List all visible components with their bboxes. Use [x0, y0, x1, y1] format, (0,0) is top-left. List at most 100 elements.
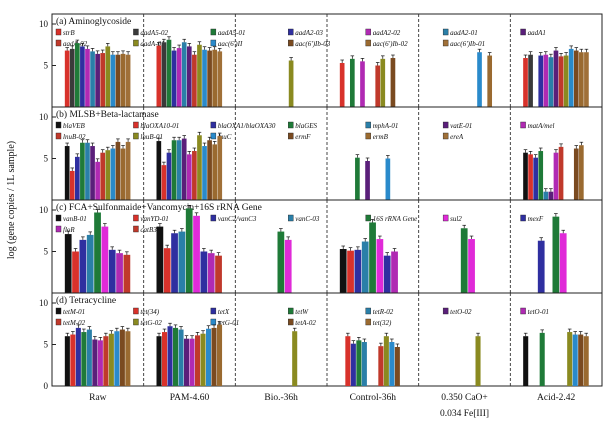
- bar: [202, 146, 207, 200]
- legend-entry: lnuC: [218, 133, 232, 141]
- legend-entry: 16S rRNA Gene: [373, 215, 418, 223]
- bar: [200, 251, 208, 293]
- legend-swatch: [365, 307, 371, 315]
- bar: [583, 336, 589, 386]
- bar: [354, 249, 362, 293]
- panel-title: (c) FCA+Sulfonmaide+Vancomycin+16S rRNA …: [56, 202, 262, 213]
- y-tick-label: 10: [39, 298, 49, 308]
- bar: [349, 58, 355, 107]
- legend-entry: tetA-02: [295, 319, 316, 327]
- legend-swatch: [288, 39, 294, 47]
- y-tick-label: 10: [39, 112, 49, 122]
- legend-entry: ereA: [450, 133, 464, 141]
- bar: [207, 253, 215, 293]
- bar: [181, 138, 187, 200]
- bar: [110, 54, 116, 107]
- bar: [537, 240, 545, 293]
- bar: [166, 39, 172, 107]
- bar: [207, 50, 212, 107]
- legend-entry: aadA2-01: [450, 29, 478, 37]
- legend-entry: vatE-01: [450, 122, 472, 130]
- bar: [277, 231, 285, 293]
- legend-entry: aadA5-02: [140, 29, 168, 37]
- bar: [345, 336, 351, 386]
- legend-entry: tetX: [218, 308, 230, 316]
- bar: [178, 329, 184, 386]
- x-tick-label: Control-36h: [350, 393, 397, 403]
- bar: [523, 58, 528, 107]
- legend-entry: mexF: [528, 215, 544, 223]
- bar: [528, 154, 533, 200]
- y-tick-label: 10: [39, 205, 49, 215]
- legend-swatch: [133, 28, 139, 36]
- bar: [192, 54, 197, 107]
- bar: [378, 346, 384, 386]
- bar: [543, 54, 549, 107]
- bar: [184, 338, 190, 386]
- bar: [86, 234, 94, 293]
- bar: [178, 231, 186, 293]
- legend-swatch: [365, 132, 371, 140]
- bar: [64, 50, 70, 107]
- legend-entry: lnuB-01: [140, 133, 163, 141]
- legend-entry: tetM-02: [63, 319, 86, 327]
- bar: [523, 152, 528, 200]
- legend-swatch: [210, 307, 217, 315]
- bar: [578, 334, 584, 386]
- bar: [161, 42, 167, 108]
- legend-swatch: [210, 28, 217, 36]
- legend-swatch: [133, 39, 139, 47]
- bar: [356, 340, 362, 386]
- legend-entry: aadA2-03: [295, 29, 323, 37]
- bar: [79, 239, 87, 293]
- legend-entry: blaOXA10-01: [140, 122, 179, 130]
- bar: [156, 141, 162, 200]
- legend-entry: floR: [63, 226, 75, 234]
- legend-swatch: [442, 39, 449, 47]
- legend-swatch: [210, 214, 217, 222]
- bar: [166, 152, 172, 200]
- legend-entry: ermB: [373, 133, 389, 141]
- bar: [72, 251, 79, 293]
- bar: [115, 54, 121, 107]
- bar: [176, 48, 182, 107]
- y-tick-label: 5: [44, 61, 49, 71]
- bar: [123, 254, 131, 293]
- bar: [86, 329, 92, 386]
- bar: [181, 42, 187, 108]
- legend-entry: blaGES: [295, 122, 317, 130]
- bar: [563, 55, 569, 107]
- legend-entry: vanC-03: [295, 215, 320, 223]
- bar: [186, 154, 192, 200]
- bar: [167, 326, 173, 386]
- legend-entry: vanYD-01: [140, 215, 168, 223]
- bar: [97, 340, 103, 386]
- bar: [125, 331, 131, 386]
- bar: [120, 148, 126, 200]
- bar: [573, 50, 579, 107]
- y-tick-label: 5: [44, 247, 49, 257]
- legend-entry: aadA2-02: [373, 29, 401, 37]
- legend-entry: aac(6')Ib-02: [373, 40, 408, 48]
- bar: [339, 63, 345, 107]
- legend-swatch: [520, 307, 526, 315]
- bar: [125, 54, 131, 107]
- bar: [460, 228, 468, 293]
- legend-entry: aac(6')Ib-03: [295, 40, 330, 48]
- bar: [114, 331, 120, 386]
- legend-swatch: [288, 307, 294, 315]
- bar: [212, 49, 218, 107]
- bar: [385, 158, 391, 200]
- bar: [100, 152, 106, 200]
- panel-title: (a) Aminoglycoside: [56, 16, 131, 27]
- bar: [171, 140, 177, 200]
- bar: [538, 151, 544, 200]
- legend-entry: catB3: [140, 226, 157, 234]
- legend-swatch: [210, 318, 217, 326]
- legend-swatch: [55, 214, 62, 222]
- bar: [110, 148, 116, 200]
- bar: [85, 142, 90, 200]
- legend-entry: tet(34): [140, 308, 159, 316]
- bar: [108, 249, 116, 293]
- bar: [80, 142, 85, 200]
